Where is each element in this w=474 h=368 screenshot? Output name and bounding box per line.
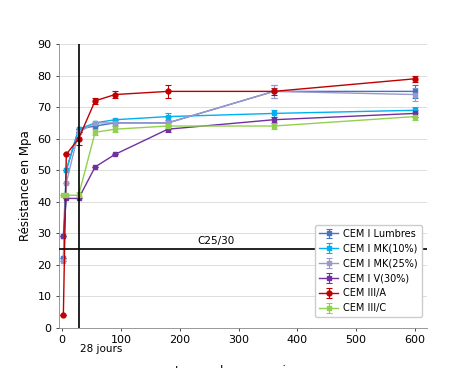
Text: C25/30: C25/30: [197, 236, 235, 246]
Legend: CEM I Lumbres, CEM I MK(10%), CEM I MK(25%), CEM I V(30%), CEM III/A, CEM III/C: CEM I Lumbres, CEM I MK(10%), CEM I MK(2…: [315, 225, 422, 317]
X-axis label: temps de cure en jours: temps de cure en jours: [174, 365, 311, 368]
Y-axis label: Résistance en Mpa: Résistance en Mpa: [19, 131, 32, 241]
Text: 28 jours: 28 jours: [80, 344, 122, 354]
